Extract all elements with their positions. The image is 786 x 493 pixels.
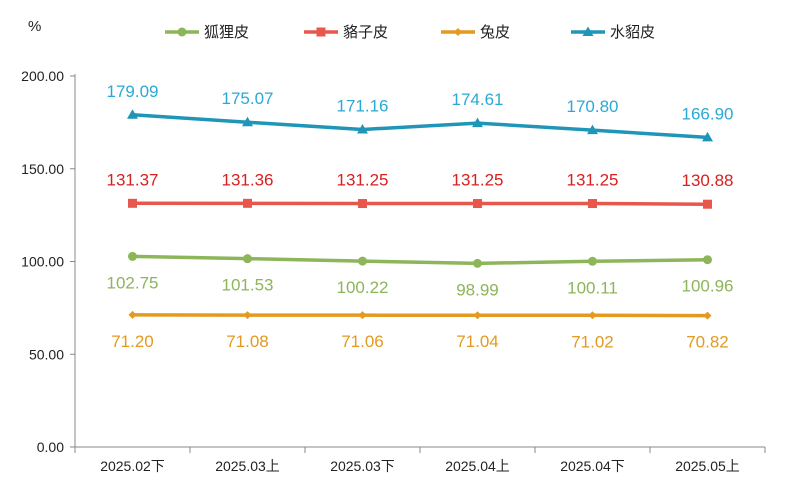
series-group (127, 109, 713, 320)
data-label: 174.61 (452, 90, 504, 109)
data-label: 100.96 (682, 277, 734, 296)
data-label: 71.04 (456, 332, 499, 351)
data-point (243, 254, 252, 264)
y-axis-unit-label: % (28, 18, 41, 35)
data-label: 102.75 (107, 273, 159, 292)
legend-swatch-marker (582, 26, 594, 36)
data-point (243, 311, 252, 320)
data-label: 98.99 (456, 280, 499, 299)
data-point (703, 199, 712, 209)
series-line (132, 201, 708, 206)
data-point (358, 199, 367, 209)
data-label: 170.80 (567, 97, 619, 116)
data-label: 71.02 (571, 332, 614, 351)
y-axis-ticks: 0.00 50.00 100.00 150.00 200.00 (21, 68, 75, 455)
data-point (128, 198, 137, 208)
data-point (703, 255, 712, 265)
legend-label: 狐狸皮 (204, 24, 249, 41)
legend-item: 水貂皮 (571, 24, 655, 41)
data-point (473, 258, 482, 268)
legend-swatch-marker (454, 28, 462, 36)
x-tick-label: 2025.04上 (445, 458, 510, 474)
y-tick-label: 200.00 (21, 68, 64, 84)
data-point (473, 199, 482, 209)
data-label: 131.25 (337, 171, 389, 190)
data-point (703, 311, 712, 320)
data-label: 166.90 (682, 104, 734, 123)
series-line (132, 313, 708, 318)
data-point (357, 123, 368, 134)
data-point (588, 199, 597, 209)
data-point (128, 251, 137, 261)
data-point (588, 311, 597, 320)
legend-item: 貉子皮 (304, 24, 388, 41)
data-point (242, 116, 253, 127)
y-tick-label: 50.00 (29, 346, 64, 362)
data-label: 100.22 (337, 278, 389, 297)
data-label: 71.06 (341, 332, 384, 351)
y-tick-label: 0.00 (37, 439, 64, 455)
data-label: 130.88 (682, 171, 734, 190)
data-label: 131.36 (222, 170, 274, 189)
data-label: 131.25 (567, 171, 619, 190)
data-label: 70.82 (686, 333, 729, 352)
data-label: 71.20 (111, 332, 154, 351)
data-point (358, 256, 367, 266)
x-axis-ticks: 2025.02下 2025.03上 2025.03下 2025.04上 2025.04下… (74, 447, 766, 474)
data-labels: 102.75 101.53 100.22 98.99 100.11 100.96 131.3… (107, 82, 734, 352)
data-label: 171.16 (337, 96, 389, 115)
legend-item: 兔皮 (441, 24, 510, 41)
x-tick-label: 2025.05上 (675, 458, 740, 474)
data-point (473, 311, 482, 320)
data-label: 131.25 (452, 171, 504, 190)
y-tick-label: 150.00 (21, 161, 64, 177)
data-label: 71.08 (226, 332, 269, 351)
legend-label: 貉子皮 (343, 24, 388, 41)
data-label: 179.09 (107, 82, 159, 101)
legend: 狐狸皮 貉子皮 兔皮 水貂皮 (165, 24, 655, 41)
data-point (472, 117, 483, 128)
x-tick-label: 2025.03下 (330, 458, 395, 474)
data-point (358, 311, 367, 320)
legend-label: 兔皮 (480, 24, 510, 41)
data-label: 131.37 (107, 170, 159, 189)
x-tick-label: 2025.03上 (215, 458, 280, 474)
series-line (132, 254, 708, 266)
data-point (587, 124, 598, 135)
y-tick-label: 100.00 (21, 254, 64, 270)
data-label: 100.11 (567, 278, 618, 297)
data-label: 101.53 (222, 276, 274, 295)
series-line (132, 113, 708, 140)
legend-swatch-marker (177, 27, 187, 37)
legend-label: 水貂皮 (610, 24, 655, 41)
x-tick-label: 2025.02下 (100, 458, 165, 474)
x-tick-label: 2025.04下 (560, 458, 625, 474)
data-point (588, 256, 597, 266)
data-point (243, 198, 252, 208)
data-point (702, 131, 713, 142)
data-point (128, 310, 137, 319)
data-label: 175.07 (222, 89, 274, 108)
data-point (127, 109, 138, 119)
legend-item: 狐狸皮 (165, 24, 249, 41)
legend-swatch-marker (316, 27, 326, 37)
